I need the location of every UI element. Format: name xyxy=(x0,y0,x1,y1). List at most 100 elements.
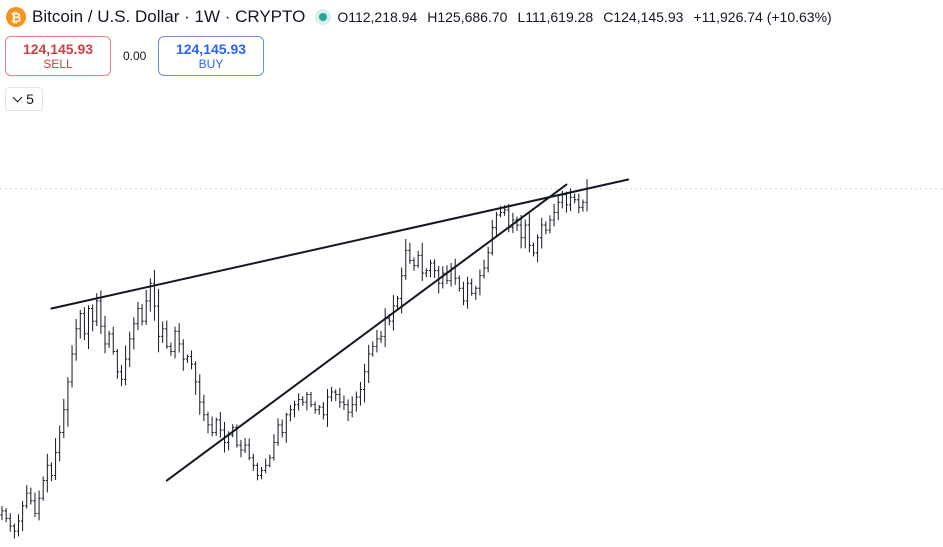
ohlc-bar xyxy=(74,318,78,361)
ohlc-bar xyxy=(210,416,214,437)
ohlc-bar xyxy=(33,492,37,517)
ohlc-bar xyxy=(548,215,552,234)
ohlc-bar xyxy=(243,437,247,454)
ohlc-bar xyxy=(218,412,222,438)
ohlc-bar xyxy=(346,399,350,422)
buy-button[interactable]: 124,145.93 BUY xyxy=(158,36,264,76)
ohlc-bar xyxy=(91,304,95,332)
ohlc-bar xyxy=(523,219,527,249)
ohlc-bar xyxy=(519,214,523,249)
ohlc-bar xyxy=(552,203,556,227)
ohlc-bar xyxy=(21,500,25,531)
ohlc-bar xyxy=(457,275,461,292)
ohlc-bar xyxy=(140,304,144,326)
ohlc-bar xyxy=(371,341,375,357)
ohlc-bar xyxy=(395,296,400,311)
ohlc-bar xyxy=(119,364,124,386)
ohlc-bar xyxy=(515,216,519,231)
ohlc-bar xyxy=(78,310,82,339)
indicators-count: 5 xyxy=(26,91,34,107)
ohlc-bar xyxy=(449,262,453,287)
ohlc-bar xyxy=(465,276,470,309)
ohlc-bar xyxy=(297,393,301,411)
ohlc-bar xyxy=(136,301,140,331)
ohlc-bar xyxy=(428,259,433,278)
symbol-title[interactable]: Bitcoin / U.S. Dollar · 1W · CRYPTO xyxy=(32,7,306,26)
ohlc-bar xyxy=(247,438,251,461)
ohlc-bar xyxy=(165,320,169,349)
ohlc-bar xyxy=(317,405,321,415)
ohlc-bar xyxy=(577,193,581,214)
ohlc-bar xyxy=(156,288,161,353)
market-status-icon[interactable] xyxy=(319,13,328,21)
ohlc-bar xyxy=(383,308,387,348)
ohlc-bar xyxy=(264,458,268,474)
ohlc-bar xyxy=(536,234,540,263)
ohlc-bar xyxy=(128,331,132,368)
buy-label: BUY xyxy=(198,57,224,71)
ohlc-bar xyxy=(214,417,218,436)
ohlc-bar xyxy=(25,485,29,509)
ohlc-bar xyxy=(62,398,66,439)
ohlc-bar xyxy=(152,269,157,321)
trendline-lower xyxy=(165,183,568,482)
change-value: +11,926.74 (+10.63%) xyxy=(693,9,832,25)
ohlc-bar xyxy=(470,278,474,296)
ohlc-bar xyxy=(573,193,577,204)
ohlc-bar xyxy=(379,331,383,343)
ohlc-bar xyxy=(12,523,16,539)
ohlc-bar xyxy=(478,269,482,296)
ohlc-bar xyxy=(301,396,305,406)
ohlc-bar xyxy=(144,289,148,325)
ohlc-bar xyxy=(132,317,136,350)
ohlc-bar xyxy=(111,326,115,355)
indicators-toggle-button[interactable]: 5 xyxy=(5,87,43,111)
ohlc-bar xyxy=(404,238,408,280)
ohlc-bar xyxy=(124,345,128,386)
ohlc-bar xyxy=(305,391,309,411)
ohlc-bar xyxy=(115,348,119,379)
ohlc-bar xyxy=(198,374,202,415)
ohlc-bar xyxy=(330,386,334,402)
ohlc-bar xyxy=(37,490,41,521)
ohlc-bar xyxy=(49,462,54,482)
ohlc-bar xyxy=(321,402,325,420)
ohlc-bar xyxy=(494,211,498,237)
ohlc-bar xyxy=(420,242,424,281)
ohlc-bar xyxy=(259,466,264,480)
ohlc-bar xyxy=(490,220,494,256)
ohlc-values: O112,218.94 H125,686.70 L111,619.28 C124… xyxy=(337,9,831,25)
ohlc-bar xyxy=(309,391,313,408)
ohlc-bar xyxy=(416,250,420,268)
ohlc-bar xyxy=(161,321,165,343)
ohlc-bar xyxy=(284,412,288,443)
ohlc-bar xyxy=(408,242,412,264)
ohlc-bar xyxy=(424,268,428,278)
ohlc-bar xyxy=(412,257,416,271)
ohlc-bar xyxy=(292,400,297,418)
ohlc-bar xyxy=(41,476,45,501)
ohlc-bar xyxy=(45,453,49,493)
buy-price: 124,145.93 xyxy=(175,41,247,57)
ohlc-bar xyxy=(362,363,367,403)
ohlc-bar xyxy=(527,213,531,253)
ohlc-bar xyxy=(173,326,177,359)
ohlc-bar xyxy=(0,506,4,521)
sell-button[interactable]: 124,145.93 SELL xyxy=(5,36,111,76)
ohlc-bar xyxy=(107,330,111,348)
sell-price: 124,145.93 xyxy=(22,41,94,57)
ohlc-bar xyxy=(202,394,206,422)
ohlc-bar xyxy=(585,179,589,212)
trendline-upper xyxy=(50,178,630,310)
ohlc-bar xyxy=(103,315,107,354)
ohlc-bar xyxy=(474,285,478,300)
ohlc-bar xyxy=(251,453,255,471)
spread-value: 0.00 xyxy=(123,49,147,63)
symbol-header: ₿ Bitcoin / U.S. Dollar · 1W · CRYPTO O1… xyxy=(6,6,832,28)
ohlc-bar xyxy=(268,454,272,468)
ohlc-bar xyxy=(181,339,185,371)
ohlc-bar xyxy=(148,278,152,312)
ohlc-bar xyxy=(531,242,536,257)
ohlc-bar xyxy=(185,354,189,363)
